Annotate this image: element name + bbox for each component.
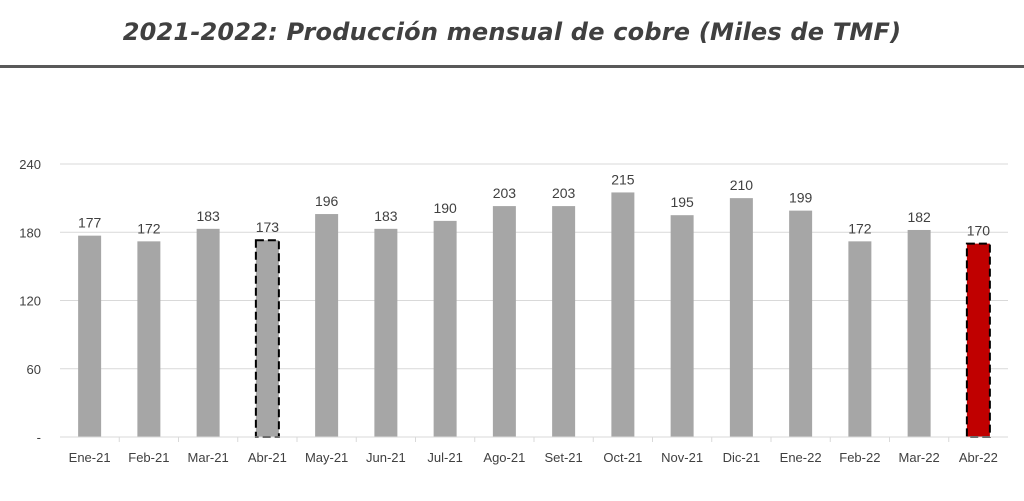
bar-ene-21 bbox=[78, 235, 102, 437]
bars bbox=[78, 192, 991, 438]
x-tick-label: Abr-21 bbox=[248, 450, 287, 465]
y-tick-label: 120 bbox=[19, 294, 41, 309]
data-label: 196 bbox=[315, 193, 339, 209]
data-label: 215 bbox=[611, 171, 635, 187]
data-label: 177 bbox=[78, 215, 102, 231]
x-tick-label: Abr-22 bbox=[959, 450, 998, 465]
chart-title: 2021-2022: Producción mensual de cobre (… bbox=[122, 18, 902, 46]
data-label: 203 bbox=[552, 185, 576, 201]
x-tick-label: Jun-21 bbox=[366, 450, 406, 465]
bar-jul-21 bbox=[433, 220, 457, 437]
y-tick-label: - bbox=[37, 430, 41, 445]
y-tick-label: 60 bbox=[27, 362, 41, 377]
bar-jun-21 bbox=[374, 228, 398, 437]
x-tick-label: Dic-21 bbox=[723, 450, 761, 465]
data-labels: 177 172 183 173 196 183 190 203 203 215 195 210 199 1… bbox=[78, 171, 990, 238]
x-tick-label: May-21 bbox=[305, 450, 348, 465]
x-tick-label: Jul-21 bbox=[427, 450, 462, 465]
bar-mar-21 bbox=[196, 228, 220, 437]
x-tick-label: Ago-21 bbox=[483, 450, 525, 465]
data-label: 195 bbox=[670, 194, 694, 210]
x-tick-label: Ene-21 bbox=[69, 450, 111, 465]
x-tick-label: Nov-21 bbox=[661, 450, 703, 465]
data-label: 170 bbox=[967, 223, 991, 239]
bar-feb-22 bbox=[848, 241, 872, 437]
data-label: 199 bbox=[789, 190, 813, 206]
y-tick-label: 240 bbox=[19, 157, 41, 172]
data-label: 203 bbox=[493, 185, 517, 201]
bar-nov-21 bbox=[670, 215, 694, 437]
bar-ene-22 bbox=[789, 210, 813, 437]
bar-feb-21 bbox=[137, 241, 161, 437]
y-tick-label: 180 bbox=[19, 225, 41, 240]
bar-oct-21 bbox=[611, 192, 635, 437]
data-label: 183 bbox=[374, 208, 398, 224]
data-label: 173 bbox=[256, 219, 280, 235]
bar-abr-21 bbox=[254, 239, 280, 438]
data-label: 172 bbox=[848, 220, 872, 236]
x-tick-label: Mar-21 bbox=[188, 450, 229, 465]
data-label: 210 bbox=[730, 177, 754, 193]
x-tick-label: Mar-22 bbox=[899, 450, 940, 465]
bar-may-21 bbox=[315, 214, 339, 437]
bar-dic-21 bbox=[729, 198, 753, 437]
x-axis: Ene-21 Feb-21 Mar-21 Abr-21 May-21 Jun-21 Jul-… bbox=[60, 436, 1008, 465]
bar-mar-22 bbox=[907, 229, 931, 437]
x-tick-label: Feb-21 bbox=[128, 450, 169, 465]
data-label: 172 bbox=[137, 220, 161, 236]
x-tick-label: Feb-22 bbox=[839, 450, 880, 465]
y-axis: - 60 120 180 240 bbox=[19, 157, 41, 445]
data-label: 183 bbox=[196, 208, 220, 224]
x-tick-label: Set-21 bbox=[544, 450, 582, 465]
bar-abr-22 bbox=[965, 242, 991, 438]
x-tick-label: Ene-22 bbox=[780, 450, 822, 465]
data-label: 190 bbox=[433, 200, 457, 216]
bar-set-21 bbox=[552, 206, 576, 437]
x-tick-label: Oct-21 bbox=[603, 450, 642, 465]
bar-ago-21 bbox=[492, 206, 516, 437]
title-underline bbox=[0, 65, 1024, 68]
data-label: 182 bbox=[907, 209, 931, 225]
